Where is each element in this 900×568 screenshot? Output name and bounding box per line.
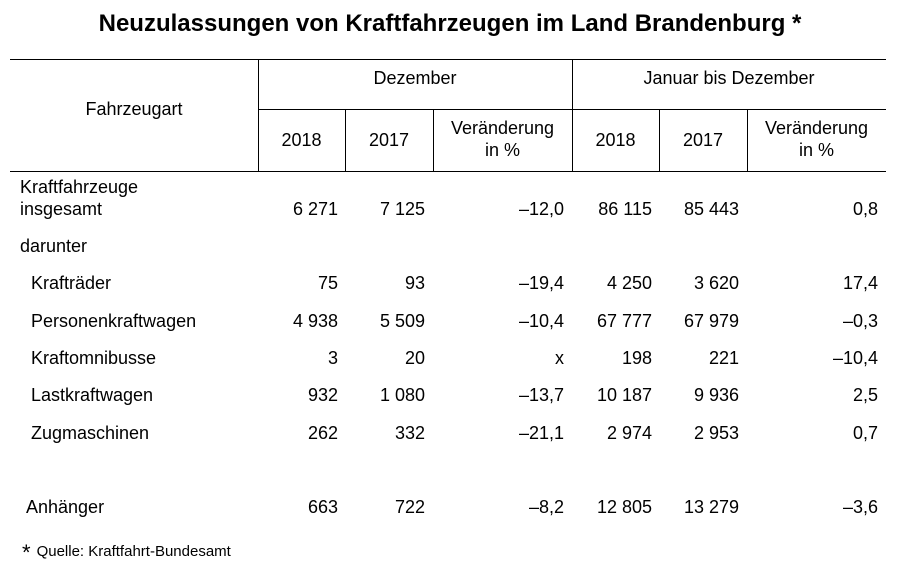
- row-label-total: Kraftfahrzeuge insgesamt: [20, 176, 138, 220]
- row-label-total-line2: insgesamt: [20, 199, 103, 219]
- header-divider: [572, 59, 573, 172]
- header-dez-change: Veränderung in %: [433, 117, 572, 161]
- table-cell: 722: [394, 497, 425, 517]
- table-cell: x: [555, 348, 564, 368]
- header-fahrzeugart: Fahrzeugart: [85, 99, 183, 119]
- row-label: Kraftomnibusse: [31, 348, 157, 368]
- row-label-total-line1: Kraftfahrzeuge: [20, 177, 139, 197]
- table-cell: –19,4: [518, 273, 564, 293]
- table-cell: –21,1: [518, 423, 564, 443]
- header-divider: [433, 109, 434, 172]
- table-cell: 332: [394, 423, 425, 443]
- table-cell: 75: [317, 273, 338, 293]
- table-top-rule: [10, 59, 886, 60]
- row-label: Anhänger: [26, 497, 105, 517]
- table-cell: 3 620: [693, 273, 739, 293]
- header-divider: [659, 109, 660, 172]
- header-change-line1: Veränderung: [450, 118, 555, 138]
- table-cell: 663: [307, 497, 338, 517]
- table-cell: 4 938: [292, 311, 338, 331]
- table-cell: 2 953: [693, 423, 739, 443]
- header-bottom-rule: [10, 171, 886, 172]
- header-jan-change: Veränderung in %: [747, 117, 886, 161]
- row-label: Personenkraftwagen: [31, 311, 197, 331]
- footnote-text: Quelle: Kraftfahrt-Bundesamt: [36, 543, 231, 560]
- table-cell: –12,0: [518, 199, 564, 219]
- table-cell: 221: [708, 348, 739, 368]
- header-dez-2018: 2018: [281, 130, 322, 150]
- table-cell: –3,6: [842, 497, 878, 517]
- header-divider: [258, 59, 259, 172]
- table-cell: 0,8: [852, 199, 878, 219]
- table-cell: 13 279: [683, 497, 739, 517]
- header-change-line1: Veränderung: [764, 118, 869, 138]
- header-jan-2018: 2018: [595, 130, 636, 150]
- table-cell: 67 777: [596, 311, 652, 331]
- header-change-line2: in %: [484, 140, 520, 160]
- footnote: * Quelle: Kraftfahrt-Bundesamt: [22, 536, 231, 565]
- page-title: Neuzulassungen von Kraftfahrzeugen im La…: [98, 10, 802, 37]
- table-cell: 262: [307, 423, 338, 443]
- table-cell: 10 187: [596, 385, 652, 405]
- row-label-darunter: darunter: [20, 236, 88, 256]
- table-cell: 0,7: [852, 423, 878, 443]
- table-cell: –10,4: [832, 348, 878, 368]
- table-cell: 7 125: [379, 199, 425, 219]
- header-dez-2017: 2017: [368, 130, 410, 150]
- table-cell: 932: [307, 385, 338, 405]
- table-cell: –13,7: [518, 385, 564, 405]
- row-label: Lastkraftwagen: [31, 385, 154, 405]
- table-cell: 1 080: [379, 385, 425, 405]
- table-cell: 86 115: [598, 199, 652, 219]
- table-cell: 2 974: [606, 423, 652, 443]
- footnote-star: *: [22, 540, 31, 565]
- header-jan-2017: 2017: [682, 130, 724, 150]
- table-cell: 17,4: [842, 273, 878, 293]
- header-dezember: Dezember: [373, 68, 457, 88]
- header-change-line2: in %: [798, 140, 834, 160]
- table-cell: –8,2: [528, 497, 564, 517]
- row-label: Krafträder: [31, 273, 112, 293]
- table-cell: 6 271: [292, 199, 338, 219]
- table-cell: 67 979: [683, 311, 739, 331]
- table-cell: 9 936: [693, 385, 739, 405]
- table-cell: 4 250: [606, 273, 652, 293]
- row-label: Zugmaschinen: [31, 423, 150, 443]
- table-cell: –10,4: [518, 311, 564, 331]
- header-divider: [747, 109, 748, 172]
- table-cell: 20: [404, 348, 425, 368]
- table-cell: 12 805: [596, 497, 652, 517]
- table-cell: 198: [621, 348, 652, 368]
- table-cell: –0,3: [842, 311, 878, 331]
- table-cell: 93: [404, 273, 425, 293]
- table-cell: 85 443: [683, 199, 739, 219]
- header-januar-bis-dezember: Januar bis Dezember: [643, 68, 815, 88]
- table-cell: 3: [327, 348, 338, 368]
- table-cell: 2,5: [852, 385, 878, 405]
- header-divider: [345, 109, 346, 172]
- table-cell: 5 509: [379, 311, 425, 331]
